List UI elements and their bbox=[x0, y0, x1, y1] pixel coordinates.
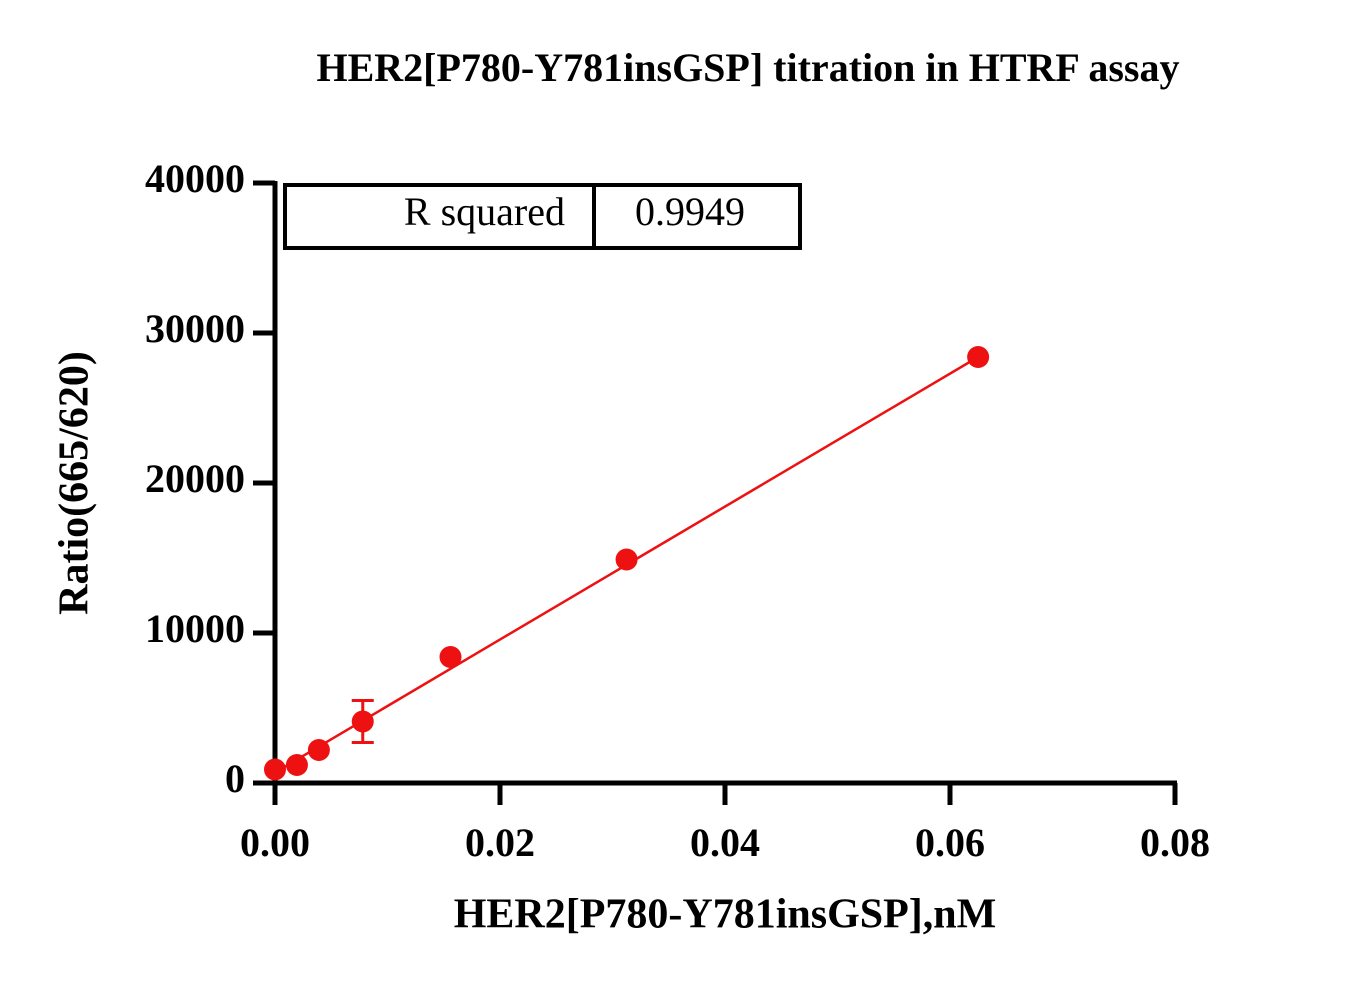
y-tick-label: 20000 bbox=[145, 456, 245, 501]
r-squared-label: R squared bbox=[404, 189, 565, 234]
r-squared-box bbox=[283, 183, 802, 250]
data-point bbox=[615, 548, 638, 571]
data-point bbox=[439, 646, 462, 668]
x-tick-label: 0.04 bbox=[690, 820, 760, 865]
data-point bbox=[264, 758, 286, 781]
x-tick-label: 0.02 bbox=[465, 820, 535, 865]
r-squared-value: 0.9949 bbox=[635, 189, 745, 234]
y-tick-label: 30000 bbox=[145, 306, 245, 351]
x-tick-label: 0.00 bbox=[240, 820, 310, 865]
x-axis-label: HER2[P780-Y781insGSP],nM bbox=[454, 892, 997, 938]
x-tick-label: 0.08 bbox=[1140, 820, 1210, 865]
y-tick-label: 0 bbox=[225, 756, 245, 801]
chart-title: HER2[P780-Y781insGSP] titration in HTRF … bbox=[317, 45, 1180, 90]
data-point bbox=[285, 754, 308, 776]
y-axis-label: Ratio(665/620) bbox=[52, 351, 98, 615]
y-tick-label: 40000 bbox=[145, 156, 245, 201]
fit-line bbox=[274, 355, 979, 774]
x-tick-label: 0.06 bbox=[915, 820, 985, 865]
y-tick-label: 10000 bbox=[145, 606, 245, 651]
